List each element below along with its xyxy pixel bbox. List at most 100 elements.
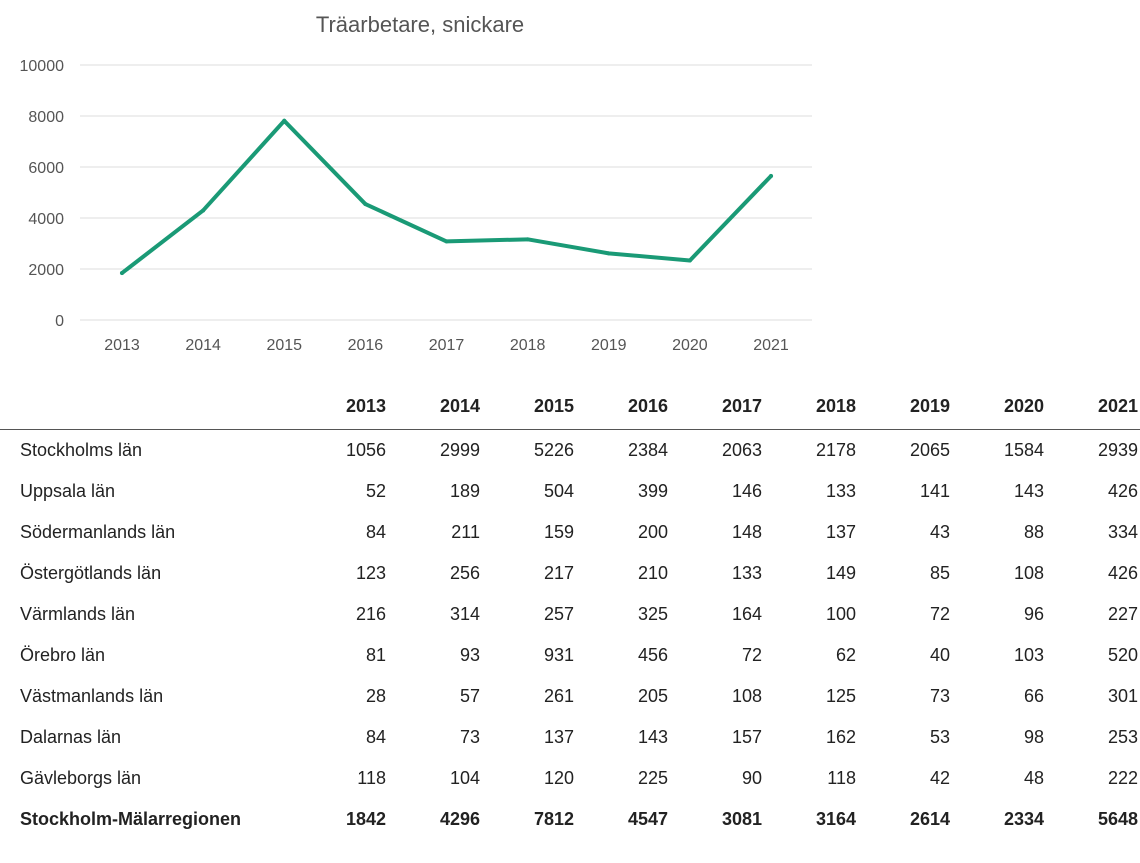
x-tick-label: 2018 xyxy=(510,337,546,354)
data-point xyxy=(201,208,206,213)
table-cell: 2939 xyxy=(1097,440,1138,460)
table-cell: 931 xyxy=(543,645,574,665)
region-name: Stockholms län xyxy=(20,440,143,460)
table-cell: 118 xyxy=(827,768,856,788)
line-chart: Träarbetare, snickare 0 2000 4000 6000 8000 1… xyxy=(20,12,812,354)
table-cell: 88 xyxy=(1023,522,1044,542)
table-row: Örebro län 81 93 931 456 72 62 40 103 520 xyxy=(0,635,1140,676)
table-header-year: 2015 xyxy=(482,383,576,430)
table-cell: 125 xyxy=(825,686,856,706)
series-group xyxy=(120,118,773,276)
table-cell: 217 xyxy=(543,563,574,583)
table-cell: 93 xyxy=(459,645,480,665)
table-cell: 52 xyxy=(365,481,386,501)
region-name: Västmanlands län xyxy=(20,686,164,706)
table-cell: 200 xyxy=(637,522,668,542)
table-cell: 261 xyxy=(543,686,574,706)
y-tick-label: 2000 xyxy=(28,262,64,279)
table-row: Östergötlands län 123 256 217 210 133 149 85 108… xyxy=(0,553,1140,594)
region-name: Värmlands län xyxy=(20,604,136,624)
table-cell: 133 xyxy=(825,481,856,501)
data-table: 2013 2014 2015 2016 2017 2018 2019 2020 2021 Sto… xyxy=(0,383,1140,840)
table-row: Västmanlands län 28 57 261 205 108 125 73 66 301 xyxy=(0,676,1140,717)
table-header-year: 2014 xyxy=(388,383,482,430)
table-cell: 164 xyxy=(731,604,762,624)
table-cell: 210 xyxy=(637,563,668,583)
table-header-year: 2021 xyxy=(1046,383,1140,430)
table-cell: 108 xyxy=(731,686,762,706)
data-table-container: 2013 2014 2015 2016 2017 2018 2019 2020 2021 Sto… xyxy=(0,383,1140,840)
table-cell: 84 xyxy=(365,522,386,542)
table-cell: 42 xyxy=(929,768,950,788)
table-cell: 28 xyxy=(365,686,386,706)
data-point xyxy=(363,202,368,207)
table-cell: 72 xyxy=(741,645,762,665)
table-cell: 123 xyxy=(355,563,386,583)
table-cell: 81 xyxy=(365,645,386,665)
x-tick-label: 2020 xyxy=(672,337,708,354)
table-cell: 2384 xyxy=(627,440,668,460)
table-cell: 7812 xyxy=(533,809,574,829)
data-point xyxy=(120,271,124,276)
table-cell: 2065 xyxy=(909,440,950,460)
table-row: Gävleborgs län 118 104 120 225 90 118 42 48 222 xyxy=(0,758,1140,799)
table-header-year: 2020 xyxy=(952,383,1046,430)
table-cell: 85 xyxy=(929,563,950,583)
chart-title: Träarbetare, snickare xyxy=(316,12,524,37)
table-cell: 1056 xyxy=(345,440,386,460)
table-cell: 73 xyxy=(929,686,950,706)
x-tick-label: 2016 xyxy=(348,337,384,354)
table-header-year: 2017 xyxy=(670,383,764,430)
table-header-row: 2013 2014 2015 2016 2017 2018 2019 2020 2021 xyxy=(0,383,1140,430)
table-cell: 48 xyxy=(1023,768,1044,788)
region-name: Gävleborgs län xyxy=(20,768,142,788)
x-tick-label: 2015 xyxy=(266,337,302,354)
table-cell: 149 xyxy=(825,563,856,583)
table-row: Dalarnas län 84 73 137 143 157 162 53 98 253 xyxy=(0,717,1140,758)
table-cell: 257 xyxy=(543,604,574,624)
table-header-year: 2016 xyxy=(576,383,670,430)
table-cell: 399 xyxy=(637,481,668,501)
data-point xyxy=(769,173,773,178)
table-cell: 118 xyxy=(357,768,386,788)
region-name: Östergötlands län xyxy=(20,563,162,583)
table-cell: 98 xyxy=(1023,727,1044,747)
y-axis-ticks: 0 2000 4000 6000 8000 10000 xyxy=(20,58,65,330)
table-cell: 426 xyxy=(1107,481,1138,501)
y-tick-label: 8000 xyxy=(28,109,64,126)
table-cell: 146 xyxy=(731,481,762,501)
table-cell: 159 xyxy=(543,522,574,542)
table-cell: 4296 xyxy=(439,809,480,829)
table-cell: 504 xyxy=(543,481,574,501)
x-tick-label: 2021 xyxy=(753,337,789,354)
table-header-year: 2013 xyxy=(294,383,388,430)
table-cell: 43 xyxy=(929,522,950,542)
table-cell: 57 xyxy=(459,686,480,706)
table-cell: 5226 xyxy=(533,440,574,460)
table-cell: 216 xyxy=(355,604,386,624)
table-cell: 2334 xyxy=(1003,809,1044,829)
table-cell: 3164 xyxy=(815,809,856,829)
grid-lines xyxy=(80,64,812,321)
table-cell: 189 xyxy=(449,481,480,501)
table-cell: 2178 xyxy=(815,440,856,460)
table-body: Stockholms län 1056 2999 5226 2384 2063 2178 20… xyxy=(0,430,1140,841)
y-tick-label: 4000 xyxy=(28,211,64,228)
table-cell: 334 xyxy=(1107,522,1138,542)
table-cell: 456 xyxy=(637,645,668,665)
table-cell: 162 xyxy=(825,727,856,747)
table-cell: 148 xyxy=(731,522,762,542)
table-cell: 103 xyxy=(1013,645,1044,665)
table-cell: 137 xyxy=(543,727,574,747)
table-cell: 62 xyxy=(835,645,856,665)
table-header-year: 2018 xyxy=(764,383,858,430)
table-cell: 40 xyxy=(929,645,950,665)
table-cell: 1584 xyxy=(1003,440,1044,460)
x-axis-ticks: 2013 2014 2015 2016 2017 2018 2019 2020 2021 xyxy=(104,337,789,354)
table-cell: 73 xyxy=(459,727,480,747)
table-total-row: Stockholm-Mälarregionen 1842 4296 7812 4547 3… xyxy=(0,799,1140,840)
table-cell: 2614 xyxy=(909,809,950,829)
series-line xyxy=(120,118,773,276)
table-cell: 325 xyxy=(637,604,668,624)
table-cell: 84 xyxy=(365,727,386,747)
